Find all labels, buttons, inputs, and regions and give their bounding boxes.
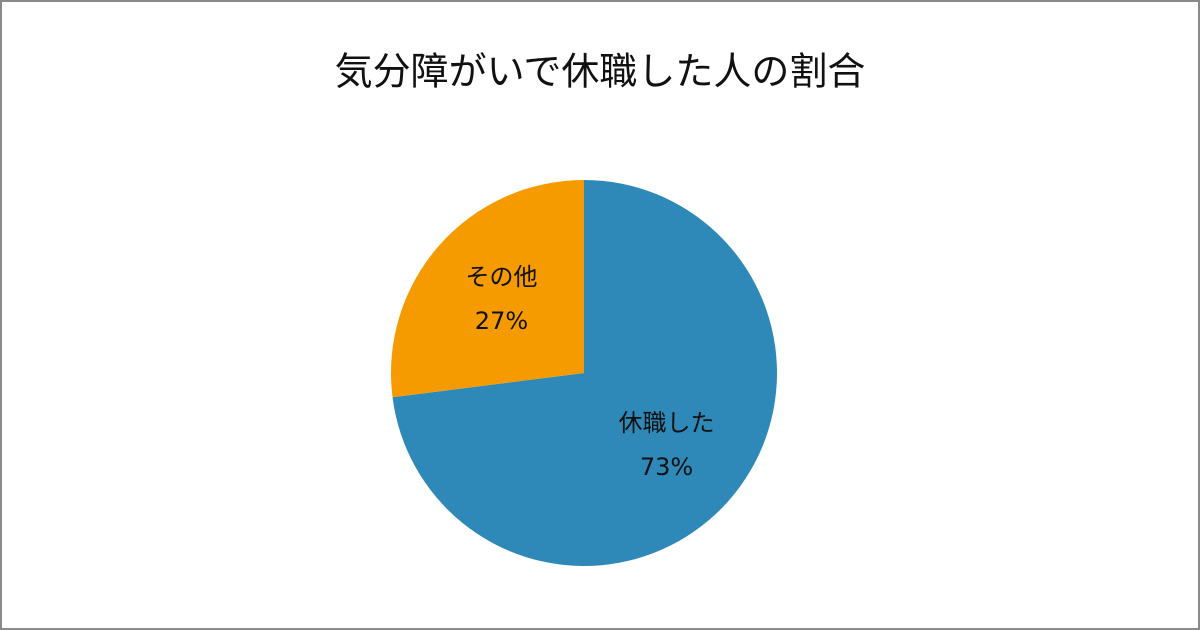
slice-value-label: 73% [640,453,693,481]
slice-label: その他 [465,263,537,291]
pie-slice [392,180,778,566]
slice-value-label: 27% [475,307,528,335]
chart-title: 気分障がいで休職した人の割合 [335,50,866,94]
pie-slice [390,180,584,398]
slice-label: 休職した [619,409,715,437]
